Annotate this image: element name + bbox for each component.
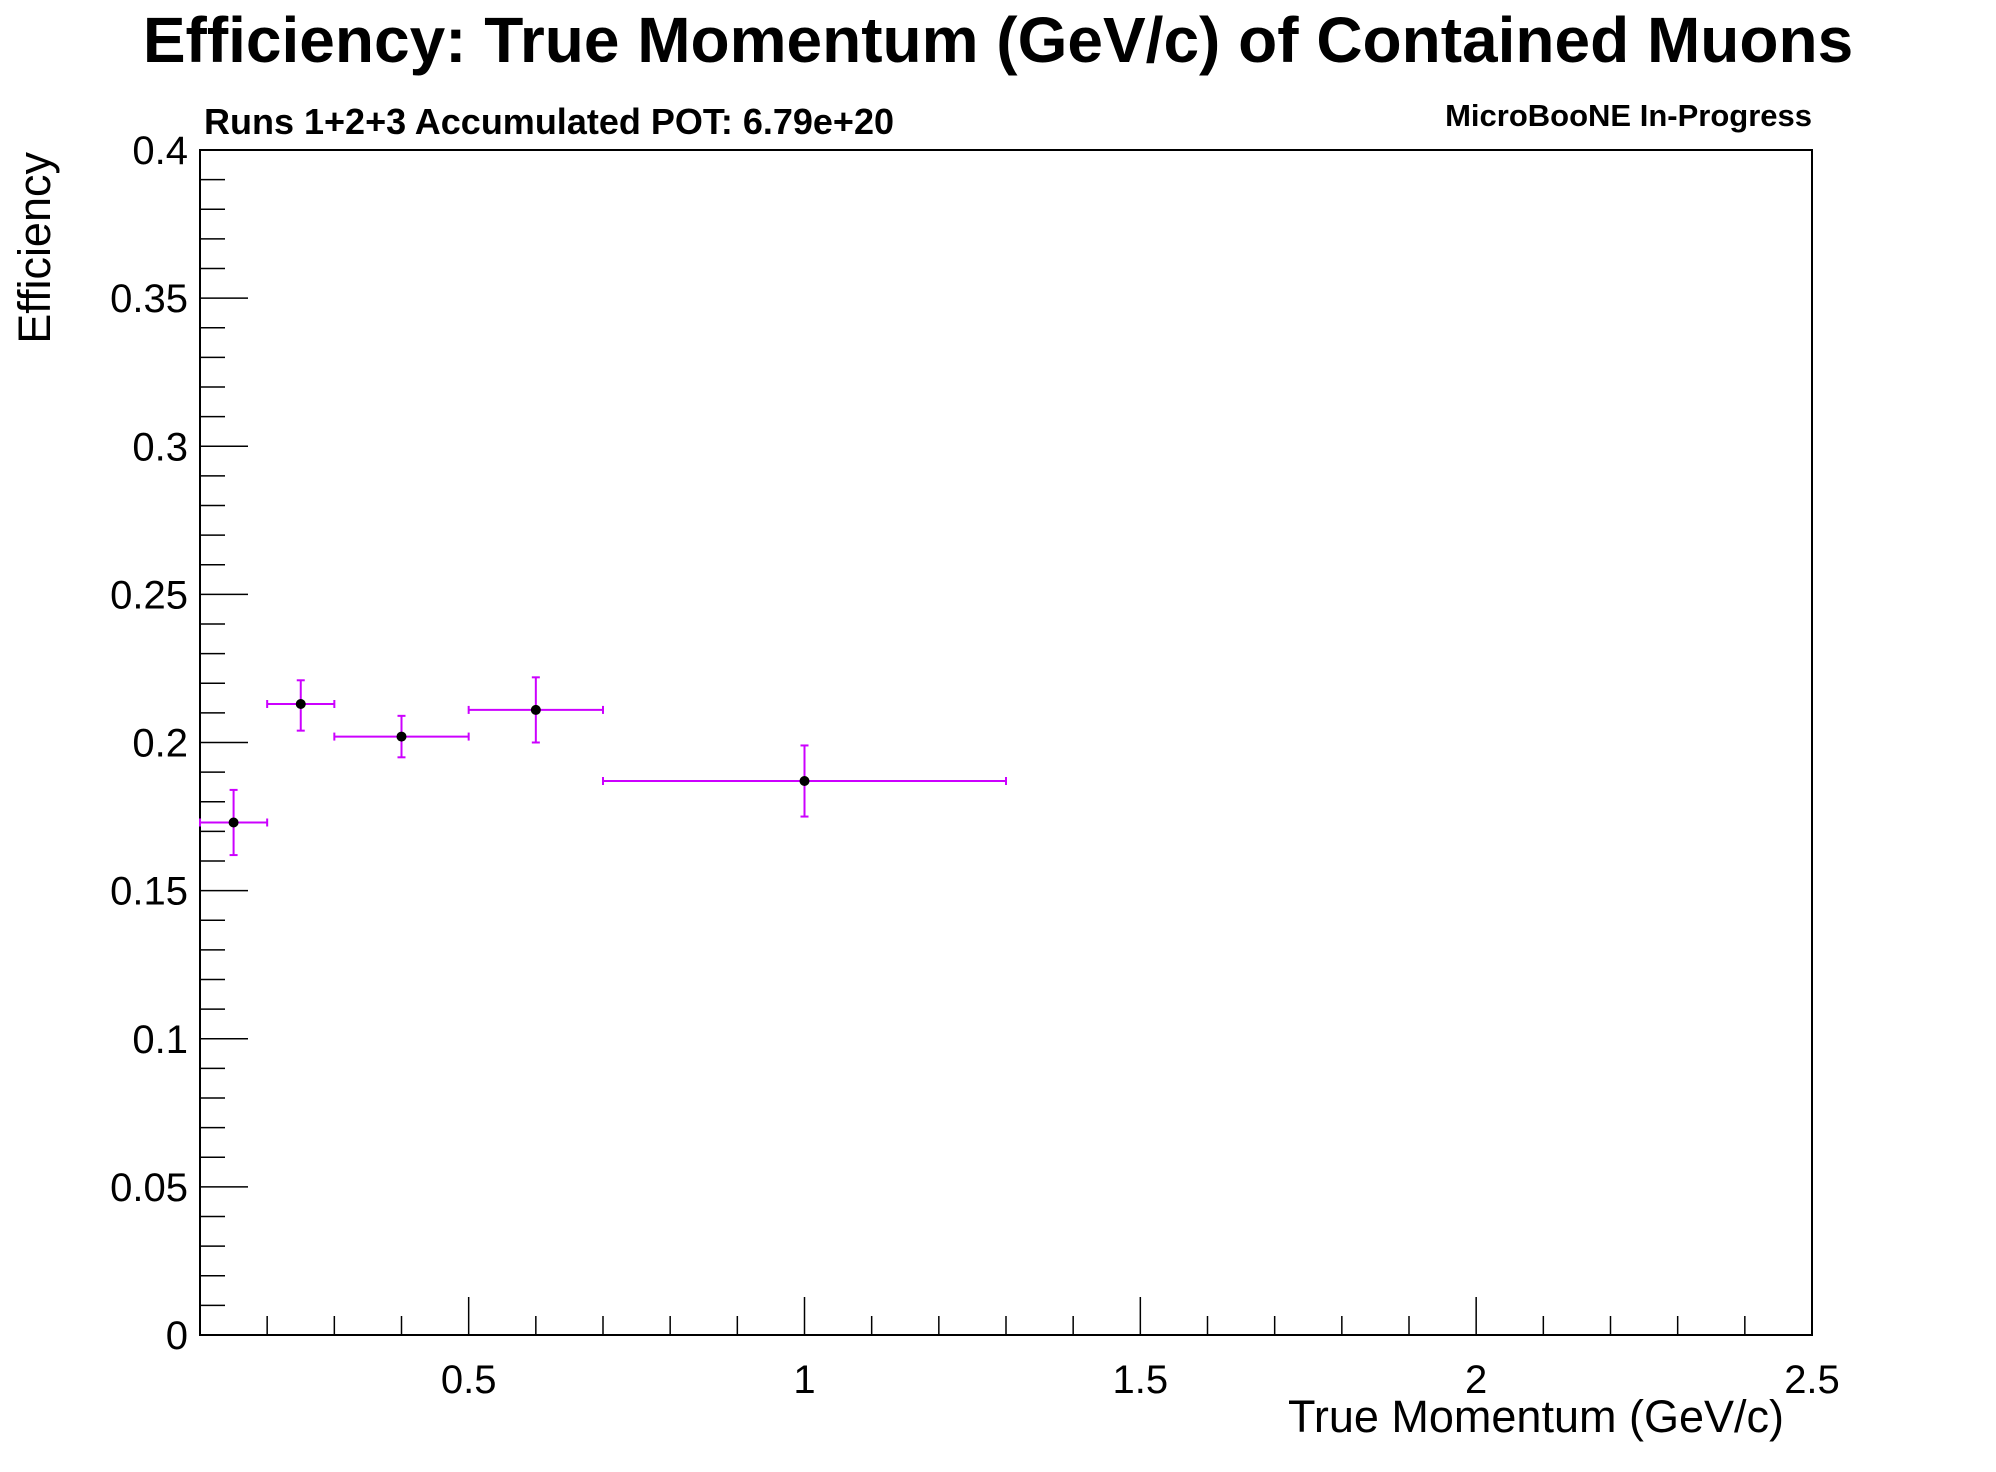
x-tick-label: 2.5 xyxy=(1784,1358,1840,1402)
y-tick-label: 0.1 xyxy=(132,1018,188,1062)
data-point xyxy=(396,731,407,742)
x-tick-label: 1.5 xyxy=(1113,1358,1169,1402)
x-axis-label: True Momentum (GeV/c) xyxy=(1288,1391,1784,1442)
chart-title: Efficiency: True Momentum (GeV/c) of Con… xyxy=(143,4,1853,76)
experiment-tag: MicroBooNE In-Progress xyxy=(1445,98,1812,133)
data-point xyxy=(295,698,306,709)
data-point-group xyxy=(199,788,269,857)
data-point-group xyxy=(467,676,604,744)
plot-frame xyxy=(199,149,1813,1336)
data-point xyxy=(228,817,239,828)
y-tick-label: 0.2 xyxy=(132,722,188,766)
data-point-group xyxy=(266,679,336,732)
x-axis-ticks xyxy=(199,1297,1813,1335)
y-axis-ticks xyxy=(200,149,248,1336)
chart-subtitle: Runs 1+2+3 Accumulated POT: 6.79e+20 xyxy=(204,101,894,142)
y-axis-tick-labels: 0 0.05 0.1 0.15 0.2 0.25 0.3 0.35 0.4 xyxy=(110,129,188,1358)
y-tick-label: 0.4 xyxy=(132,129,188,173)
data-series xyxy=(199,676,1007,857)
y-axis-label: Efficiency xyxy=(9,152,60,344)
data-point xyxy=(530,704,541,715)
y-tick-label: 0 xyxy=(166,1314,188,1358)
y-tick-label: 0.15 xyxy=(110,870,188,914)
data-point-group xyxy=(602,744,1007,818)
x-tick-label: 2 xyxy=(1465,1358,1487,1402)
x-axis-tick-labels: 0.5 1 1.5 2 2.5 xyxy=(441,1358,1840,1402)
y-tick-label: 0.25 xyxy=(110,573,188,617)
y-tick-label: 0.05 xyxy=(110,1166,188,1210)
x-tick-label: 0.5 xyxy=(441,1358,497,1402)
data-point-group xyxy=(333,714,470,759)
data-point xyxy=(799,776,810,787)
y-tick-label: 0.3 xyxy=(132,425,188,469)
y-tick-label: 0.35 xyxy=(110,277,188,321)
x-tick-label: 1 xyxy=(793,1358,815,1402)
